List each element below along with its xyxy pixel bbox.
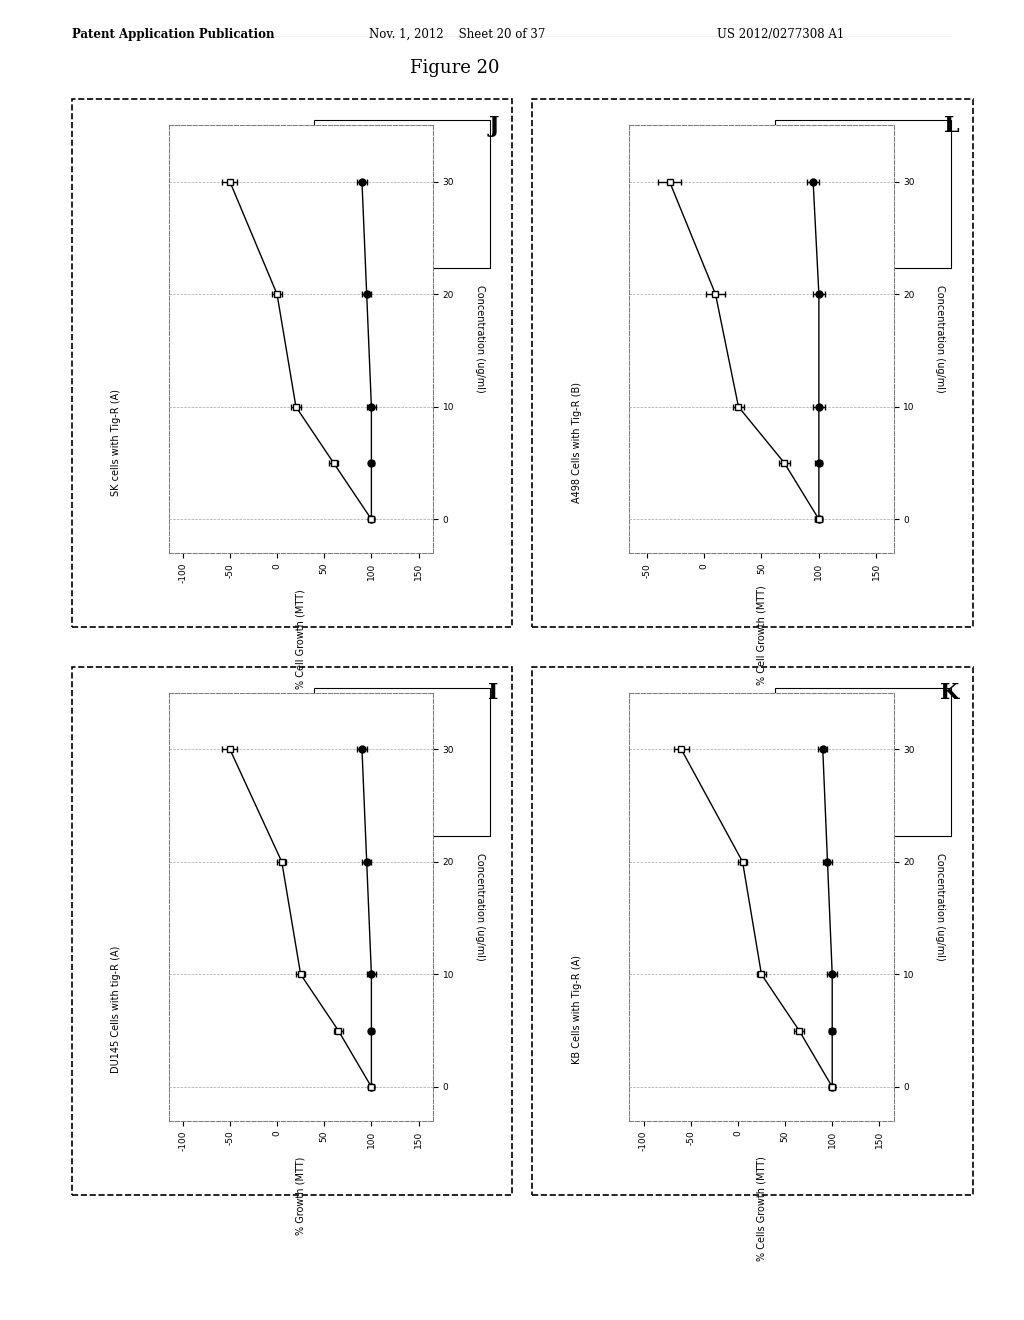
FancyBboxPatch shape xyxy=(313,688,490,836)
X-axis label: % Cells Growth (MTT): % Cells Growth (MTT) xyxy=(757,1156,766,1262)
Text: R: R xyxy=(389,793,395,804)
X-axis label: % Cell Growth (MTT): % Cell Growth (MTT) xyxy=(757,586,766,685)
Text: A498 Cells with Tig-R (B): A498 Cells with Tig-R (B) xyxy=(571,381,582,503)
Text: R: R xyxy=(389,226,395,236)
FancyBboxPatch shape xyxy=(774,120,950,268)
Y-axis label: Concentration (ug/ml): Concentration (ug/ml) xyxy=(935,285,945,393)
Text: DU145 Cells with tig-R (A): DU145 Cells with tig-R (A) xyxy=(111,946,121,1073)
Text: L: L xyxy=(944,115,959,137)
Y-axis label: Concentration (ug/ml): Concentration (ug/ml) xyxy=(935,853,945,961)
Text: E4  A: E4 A xyxy=(389,725,414,735)
Text: E4  A: E4 A xyxy=(389,157,414,168)
X-axis label: % Growth (MTT): % Growth (MTT) xyxy=(296,1156,305,1234)
Text: K: K xyxy=(940,682,959,705)
Text: SK cells with Tig-R (A): SK cells with Tig-R (A) xyxy=(111,388,121,496)
FancyBboxPatch shape xyxy=(313,120,490,268)
Text: Patent Application Publication: Patent Application Publication xyxy=(72,28,274,41)
Text: R: R xyxy=(850,793,856,804)
Text: Figure 20: Figure 20 xyxy=(410,59,499,78)
Y-axis label: Concentration (ug/ml): Concentration (ug/ml) xyxy=(474,853,484,961)
Y-axis label: Concentration (ug/ml): Concentration (ug/ml) xyxy=(474,285,484,393)
Text: Nov. 1, 2012    Sheet 20 of 37: Nov. 1, 2012 Sheet 20 of 37 xyxy=(369,28,545,41)
Text: J: J xyxy=(488,115,499,137)
Text: I: I xyxy=(488,682,499,705)
FancyBboxPatch shape xyxy=(774,688,950,836)
Text: US 2012/0277308 A1: US 2012/0277308 A1 xyxy=(717,28,844,41)
Text: E4  A: E4 A xyxy=(850,725,874,735)
Text: E4  A: E4 A xyxy=(850,157,874,168)
Text: R: R xyxy=(850,226,856,236)
X-axis label: % Cell Growth (MTT): % Cell Growth (MTT) xyxy=(296,589,305,689)
Text: KB Cells with Tig-R (A): KB Cells with Tig-R (A) xyxy=(571,956,582,1064)
